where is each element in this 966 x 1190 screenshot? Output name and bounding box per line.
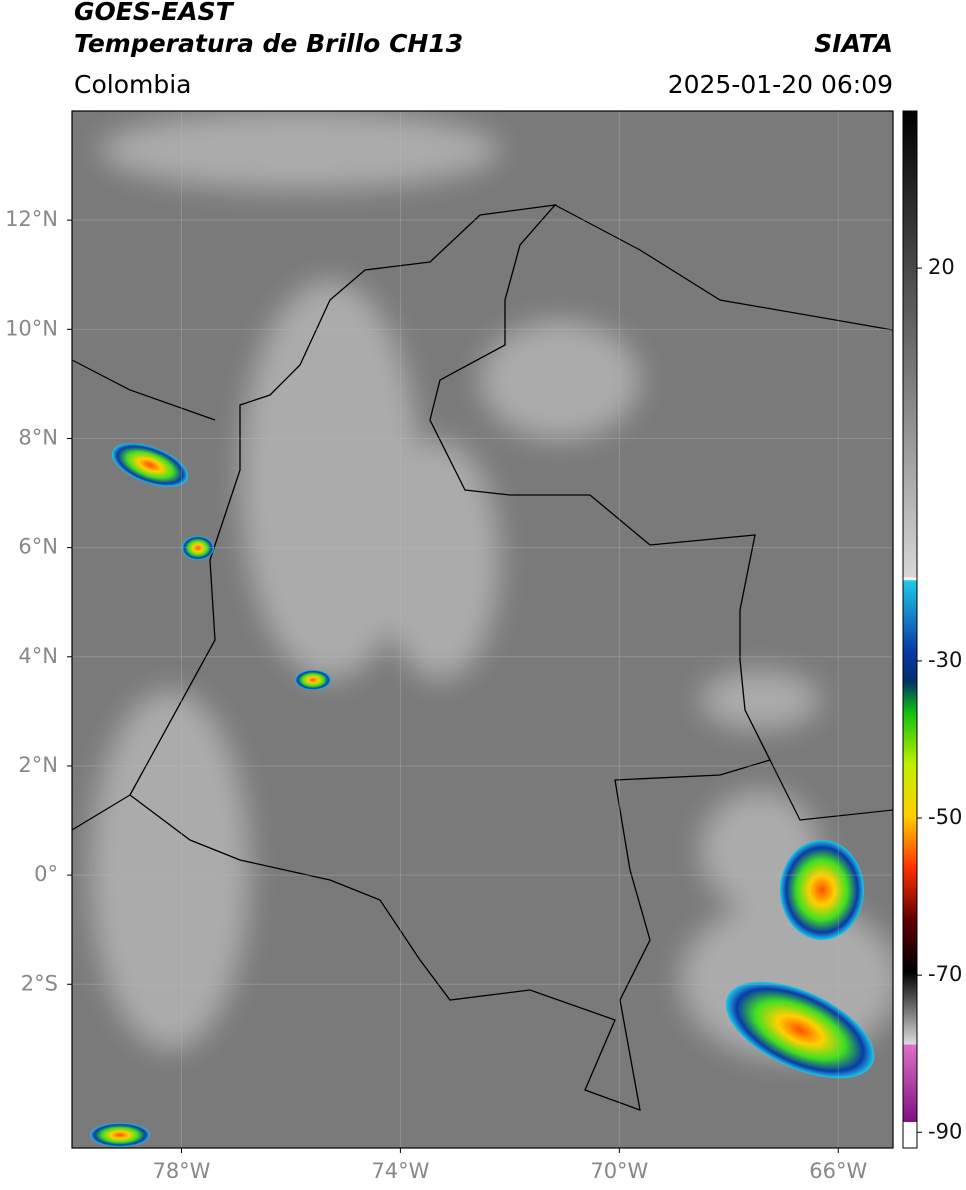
colorbar-tick-label: -50 (928, 805, 962, 829)
lat-tick-label: 2°N (18, 753, 58, 777)
lat-tick-label: 2°S (21, 971, 58, 995)
lon-tick-label: 74°W (371, 1159, 429, 1183)
satellite-image (72, 111, 893, 1148)
colorbar-tick-label: -90 (928, 1119, 962, 1143)
product: Temperatura de Brillo CH13 (74, 29, 463, 58)
colorbar (902, 110, 918, 1149)
institution: SIATA (814, 29, 893, 58)
lat-tick-label: 6°N (18, 535, 58, 559)
colorbar-tick-label: -70 (928, 962, 962, 986)
lat-tick-label: 0° (34, 862, 58, 886)
map-frame (71, 110, 894, 1149)
lon-tick-label: 70°W (590, 1159, 648, 1183)
lon-tick-label: 66°W (809, 1159, 867, 1183)
lat-tick-label: 10°N (5, 316, 58, 340)
lat-tick-label: 12°N (5, 207, 58, 231)
lat-tick-label: 4°N (18, 644, 58, 668)
colorbar-tick-label: 20 (928, 255, 955, 279)
colorbar-tick-label: -30 (928, 648, 962, 672)
satellite: GOES-EAST (74, 0, 235, 26)
datetime: 2025-01-20 06:09 (668, 70, 893, 99)
region: Colombia (74, 70, 191, 99)
lon-tick-label: 78°W (152, 1159, 210, 1183)
lat-tick-label: 8°N (18, 425, 58, 449)
